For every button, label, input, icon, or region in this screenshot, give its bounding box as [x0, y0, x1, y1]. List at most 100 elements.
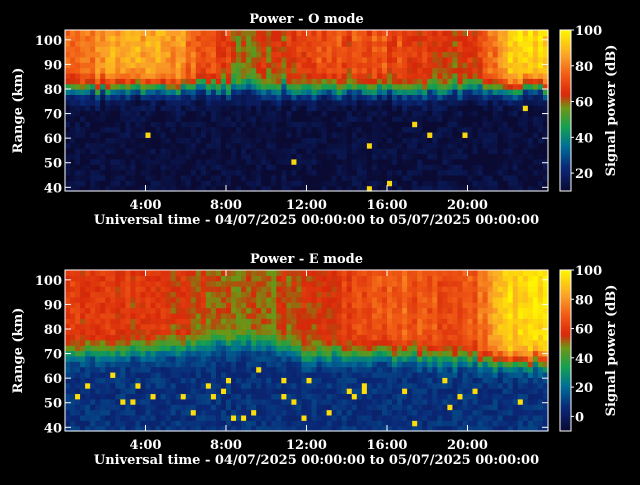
heatmap-cell [508, 111, 514, 117]
heatmap-cell [296, 164, 302, 170]
heatmap-cell [442, 41, 448, 47]
heatmap-cell [120, 313, 126, 319]
heatmap-cell [382, 175, 388, 181]
heatmap-cell [322, 318, 328, 324]
heatmap-cell [452, 89, 458, 95]
heatmap-cell [201, 329, 207, 335]
heatmap-cell [191, 291, 197, 297]
heatmap-cell [452, 35, 458, 41]
heatmap-cell [432, 105, 438, 111]
heatmap-cell [115, 329, 121, 335]
heatmap-cell [271, 30, 277, 36]
heatmap-cell [296, 89, 302, 95]
heatmap-cell [166, 111, 172, 117]
heatmap-cell [125, 324, 131, 330]
heatmap-cell [312, 372, 318, 378]
heatmap-cell [387, 78, 393, 84]
heatmap-cell [281, 367, 287, 373]
heatmap-cell [120, 415, 126, 421]
heatmap-cell [301, 345, 307, 351]
heatmap-cell [377, 324, 383, 330]
heatmap-cell [161, 388, 167, 394]
heatmap-cell [70, 286, 76, 292]
heatmap-cell [231, 351, 237, 357]
heatmap-cell [513, 121, 519, 127]
heatmap-cell [65, 153, 71, 159]
heatmap-cell [140, 329, 146, 335]
heatmap-cell [488, 175, 494, 181]
heatmap-cell [176, 170, 182, 176]
heatmap-cell [115, 404, 121, 410]
heatmap-cell [211, 153, 217, 159]
heatmap-cell [432, 73, 438, 79]
heatmap-cell [337, 356, 343, 362]
heatmap-cell [352, 383, 358, 389]
heatmap-cell [130, 393, 136, 399]
heatmap-cell [85, 62, 91, 68]
heatmap-cell [151, 286, 157, 292]
heatmap-cell [206, 180, 212, 186]
heatmap-cell [417, 84, 423, 90]
heatmap-cell [337, 383, 343, 389]
heatmap-cell [125, 175, 131, 181]
heatmap-cell [362, 78, 368, 84]
heatmap-cell [447, 46, 453, 52]
heatmap-cell [161, 121, 167, 127]
heatmap-cell [105, 361, 111, 367]
heatmap-cell [488, 121, 494, 127]
heatmap-cell [166, 291, 172, 297]
heatmap-cell [503, 180, 509, 186]
heatmap-cell [120, 30, 126, 36]
heatmap-cell [181, 89, 187, 95]
heatmap-cell [161, 62, 167, 68]
heatmap-cell [85, 68, 91, 74]
heatmap-cell [140, 111, 146, 117]
heatmap-cell [140, 324, 146, 330]
heatmap-cell [120, 121, 126, 127]
heatmap-cell [221, 132, 227, 138]
heatmap-cell [201, 159, 207, 165]
heatmap-cell [442, 73, 448, 79]
heatmap-cell [70, 132, 76, 138]
heatmap-cell [75, 78, 81, 84]
heatmap-cell [241, 302, 247, 308]
heatmap-cell [352, 175, 358, 181]
heatmap-cell [105, 286, 111, 292]
heatmap-cell [473, 116, 479, 122]
heatmap-cell [105, 383, 111, 389]
heatmap-cell [130, 377, 136, 383]
heatmap-cell [296, 143, 302, 149]
heatmap-cell [140, 116, 146, 122]
heatmap-cell [196, 94, 202, 100]
heatmap-cell [80, 286, 86, 292]
heatmap-cell [206, 73, 212, 79]
heatmap-cell [70, 78, 76, 84]
heatmap-cell [276, 84, 282, 90]
heatmap-cell [186, 334, 192, 340]
heatmap-cell [211, 175, 217, 181]
heatmap-cell [312, 415, 318, 421]
heatmap-cell [422, 159, 428, 165]
heatmap-cell [211, 41, 217, 47]
heatmap-cell [397, 127, 403, 133]
heatmap-cell [241, 420, 247, 426]
heatmap-cell [442, 94, 448, 100]
heatmap-cell [377, 281, 383, 287]
heatmap-cell [216, 367, 222, 373]
heatmap-cell [166, 415, 172, 421]
heatmap-cell [115, 286, 121, 292]
colorbar-tick-label: 80 [575, 60, 593, 75]
heatmap-cell [241, 68, 247, 74]
heatmap-cell [146, 105, 152, 111]
heatmap-cell [508, 41, 514, 47]
heatmap-cell [221, 164, 227, 170]
heatmap-cell [110, 297, 116, 303]
heatmap-cell [161, 334, 167, 340]
heatmap-cell [447, 105, 453, 111]
heatmap-cell [115, 137, 121, 143]
heatmap-cell [493, 180, 499, 186]
heatmap-cell [90, 78, 96, 84]
heatmap-cell [125, 51, 131, 57]
heatmap-cell [468, 153, 474, 159]
heatmap-cell [95, 175, 101, 181]
